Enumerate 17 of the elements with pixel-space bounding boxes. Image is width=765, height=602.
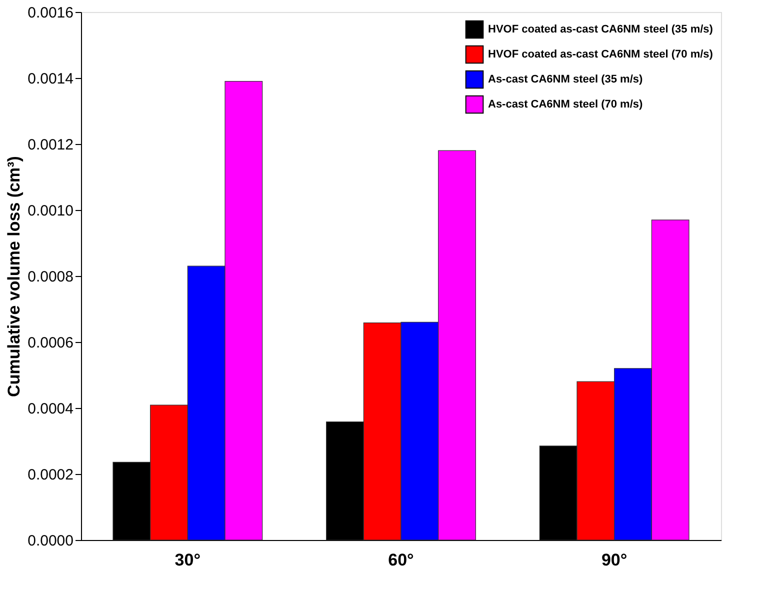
y-tick-label: 0.0006	[28, 334, 74, 352]
x-tick-label: 90°	[601, 550, 628, 570]
y-tick-label: 0.0014	[28, 70, 74, 88]
legend-label: As-cast CA6NM steel (70 m/s)	[488, 98, 644, 110]
y-tick-label: 0.0012	[28, 136, 74, 154]
y-tick-label: 0.0008	[28, 268, 74, 286]
y-axis-title: Cumulative volume loss (cm³)	[4, 156, 24, 397]
y-tick-label: 0.0000	[28, 532, 74, 550]
legend-label: HVOF coated as-cast CA6NM steel (35 m/s)	[488, 24, 714, 36]
x-tick-label: 60°	[388, 550, 414, 570]
y-tick-label: 0.0010	[28, 202, 74, 220]
legend-label: As-cast CA6NM steel (35 m/s)	[488, 74, 644, 86]
y-tick-label: 0.0016	[28, 4, 74, 22]
x-tick-label: 30°	[174, 550, 201, 570]
y-tick-label: 0.0002	[28, 466, 74, 484]
y-tick-label: 0.0004	[28, 400, 74, 418]
legend-label: HVOF coated as-cast CA6NM steel (70 m/s)	[488, 48, 714, 60]
